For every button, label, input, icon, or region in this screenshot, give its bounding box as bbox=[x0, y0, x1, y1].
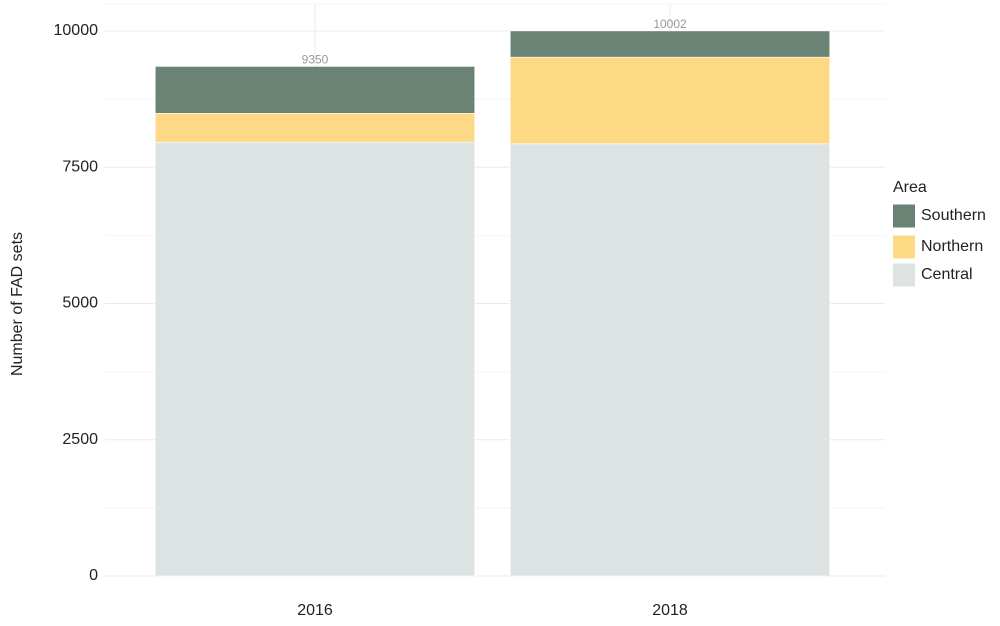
bar-segment bbox=[154, 66, 476, 114]
legend-key bbox=[893, 235, 915, 259]
y-tick-label: 10000 bbox=[54, 22, 99, 39]
legend-title: Area bbox=[893, 179, 927, 196]
bar-segment bbox=[154, 112, 476, 143]
y-tick-label: 2500 bbox=[62, 431, 98, 448]
bar-segment bbox=[154, 141, 476, 577]
legend-key bbox=[893, 204, 915, 228]
legend-label: Central bbox=[921, 266, 973, 283]
total-label: 9350 bbox=[302, 53, 329, 67]
y-tick-label: 0 bbox=[89, 567, 98, 584]
legend-label: Southern bbox=[921, 207, 986, 224]
y-axis-label: Number of FAD sets bbox=[9, 232, 26, 376]
y-tick-label: 7500 bbox=[62, 158, 98, 175]
x-tick-label: 2016 bbox=[297, 602, 333, 619]
bar-segment bbox=[509, 30, 831, 58]
bar-segment bbox=[509, 56, 831, 145]
legend-label: Northern bbox=[921, 238, 983, 255]
x-tick-label: 2018 bbox=[652, 602, 688, 619]
legend-key bbox=[893, 263, 915, 287]
bar-segment bbox=[509, 143, 831, 577]
y-tick-label: 5000 bbox=[62, 295, 98, 312]
total-label: 10002 bbox=[653, 17, 687, 31]
